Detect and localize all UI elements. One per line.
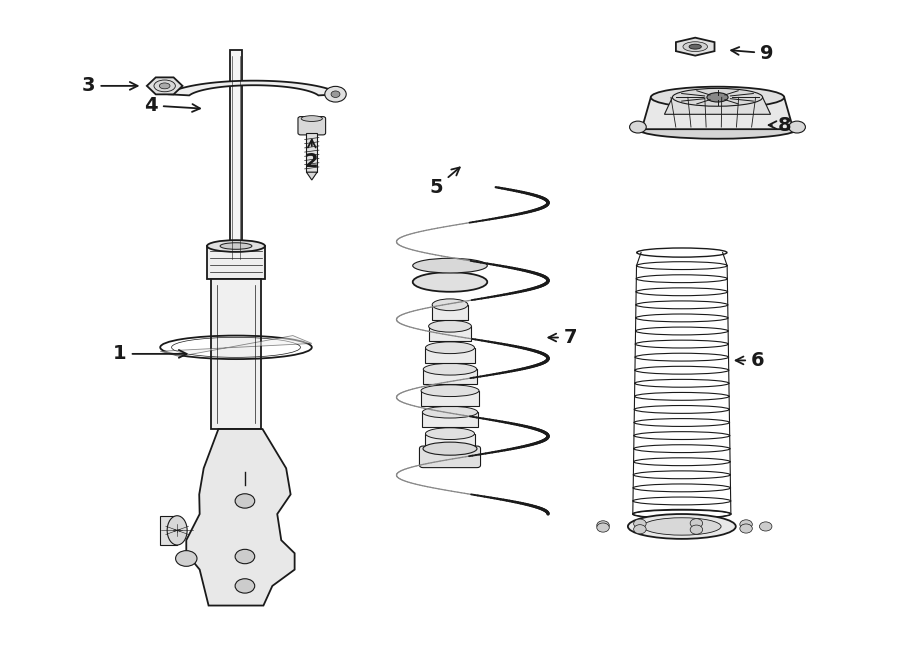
Ellipse shape [706,93,728,102]
Ellipse shape [788,121,806,133]
Polygon shape [160,516,177,545]
Polygon shape [423,369,477,384]
Circle shape [760,522,772,531]
Circle shape [235,549,255,564]
Circle shape [235,494,255,508]
Circle shape [325,86,346,102]
Circle shape [634,525,646,534]
Polygon shape [664,97,770,115]
Text: 9: 9 [731,44,773,63]
Ellipse shape [413,272,487,292]
Polygon shape [426,434,474,449]
Ellipse shape [423,363,477,375]
Text: 4: 4 [145,96,200,115]
Polygon shape [426,348,474,363]
Ellipse shape [638,120,797,139]
Polygon shape [421,391,479,406]
Ellipse shape [302,116,322,121]
Polygon shape [147,77,183,95]
Ellipse shape [432,299,468,310]
Ellipse shape [683,42,707,52]
Circle shape [634,519,646,528]
Polygon shape [642,97,793,129]
Polygon shape [428,326,472,342]
Ellipse shape [630,121,646,133]
Ellipse shape [421,385,479,397]
Polygon shape [306,133,317,172]
Ellipse shape [422,406,478,418]
Ellipse shape [159,83,170,89]
Ellipse shape [651,87,784,108]
Polygon shape [207,246,265,279]
Text: 1: 1 [113,344,186,363]
Text: 6: 6 [735,351,764,370]
Polygon shape [186,429,294,606]
Ellipse shape [643,518,721,535]
Circle shape [597,521,609,530]
Ellipse shape [672,89,762,106]
Ellipse shape [154,80,176,92]
Polygon shape [422,412,478,427]
Circle shape [740,524,752,533]
Text: 3: 3 [82,76,138,95]
Ellipse shape [628,514,736,539]
Ellipse shape [426,342,474,354]
FancyBboxPatch shape [419,446,481,467]
Polygon shape [676,38,715,56]
Polygon shape [167,81,340,95]
Circle shape [740,520,752,529]
Ellipse shape [426,428,474,440]
Ellipse shape [413,258,487,273]
Ellipse shape [167,516,187,545]
Polygon shape [212,279,260,429]
Polygon shape [230,50,242,265]
Ellipse shape [689,44,701,49]
Text: 5: 5 [430,167,460,197]
Text: 7: 7 [548,328,577,347]
Ellipse shape [220,243,252,250]
Circle shape [597,523,609,532]
Polygon shape [160,336,311,357]
Circle shape [690,525,703,534]
Circle shape [235,579,255,593]
Ellipse shape [207,240,265,252]
Circle shape [176,551,197,566]
Ellipse shape [423,442,477,455]
Text: 2: 2 [305,140,319,171]
Circle shape [331,91,340,97]
Text: 8: 8 [769,116,791,134]
Polygon shape [432,305,468,320]
Polygon shape [306,172,317,180]
Ellipse shape [428,320,472,332]
FancyBboxPatch shape [298,117,326,135]
Circle shape [690,519,703,528]
